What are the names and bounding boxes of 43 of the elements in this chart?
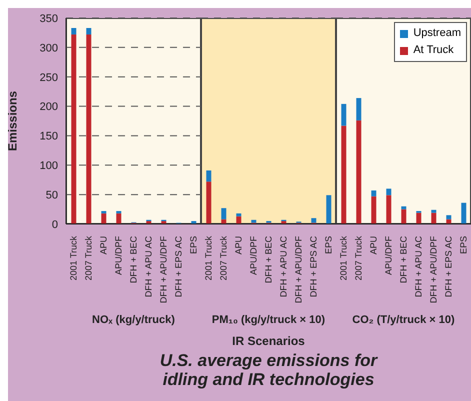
x-tick-label: APU/DPF [114, 236, 124, 276]
x-tick-label: DFH + BEC [264, 236, 274, 284]
x-tick-label: 2001 Truck [204, 236, 214, 281]
x-axis-title: PM₁₀ (kg/y/truck × 10) [210, 314, 326, 326]
x-tick-label: EPS [324, 236, 334, 254]
x-tick-label: DFH + BEC [128, 236, 138, 284]
x-axis-title: NOₓ (kg/y/truck) [91, 314, 176, 326]
x-tick-label: 2007 Truck [84, 236, 94, 281]
y-tick-label: 50 [46, 189, 58, 202]
x-tick-label: DFH + APU/DPF [294, 236, 304, 304]
y-tick-label: 100 [40, 160, 58, 172]
x-tick-label: 2007 Truck [354, 236, 364, 281]
x-tick-label: EPS [458, 236, 468, 254]
x-tick-label: 2001 Truck [68, 236, 78, 281]
y-axis-title: Emissions [5, 90, 20, 152]
x-tick-label: DFH + EPS AC [174, 236, 184, 298]
text: IR Scenarios [231, 334, 306, 348]
y-tick-label: 200 [40, 101, 58, 114]
legend-label: Upstream [413, 26, 461, 41]
x-tick-label: DFH + BEC [398, 236, 408, 284]
x-tick-label: DFH + EPS AC [308, 236, 318, 298]
x-tick-label: DFH + APU AC [144, 236, 154, 298]
x-tick-label: DFH + APU AC [278, 236, 288, 298]
y-tick-label: 150 [40, 130, 58, 143]
legend-label: At Truck [413, 43, 454, 58]
x-tick-label: 2001 Truck [338, 236, 348, 281]
x-tick-label: DFH + APU/DPF [428, 236, 438, 304]
x-tick-label: DFH + EPS AC [444, 236, 454, 298]
x-tick-label: EPS [188, 236, 198, 254]
x-tick-label: APU [98, 236, 108, 255]
text: U.S. average emissions for idling and IR technologies [158, 351, 379, 389]
x-axis-title: CO₂ (T/y/truck × 10) [351, 314, 456, 326]
x-tick-label: 2007 Truck [218, 236, 228, 281]
y-tick-label: 300 [40, 42, 58, 54]
x-tick-label: APU/DPF [248, 236, 258, 276]
y-tick-label: 350 [40, 12, 58, 25]
x-tick-label: APU [368, 236, 378, 255]
y-tick-label: 0 [52, 218, 58, 231]
x-tick-label: DFH + APU AC [414, 236, 424, 298]
x-tick-label: APU/DPF [384, 236, 394, 276]
y-tick-label: 250 [40, 72, 58, 84]
x-tick-label: DFH + APU/DPF [158, 236, 168, 304]
x-tick-label: APU [234, 236, 244, 255]
